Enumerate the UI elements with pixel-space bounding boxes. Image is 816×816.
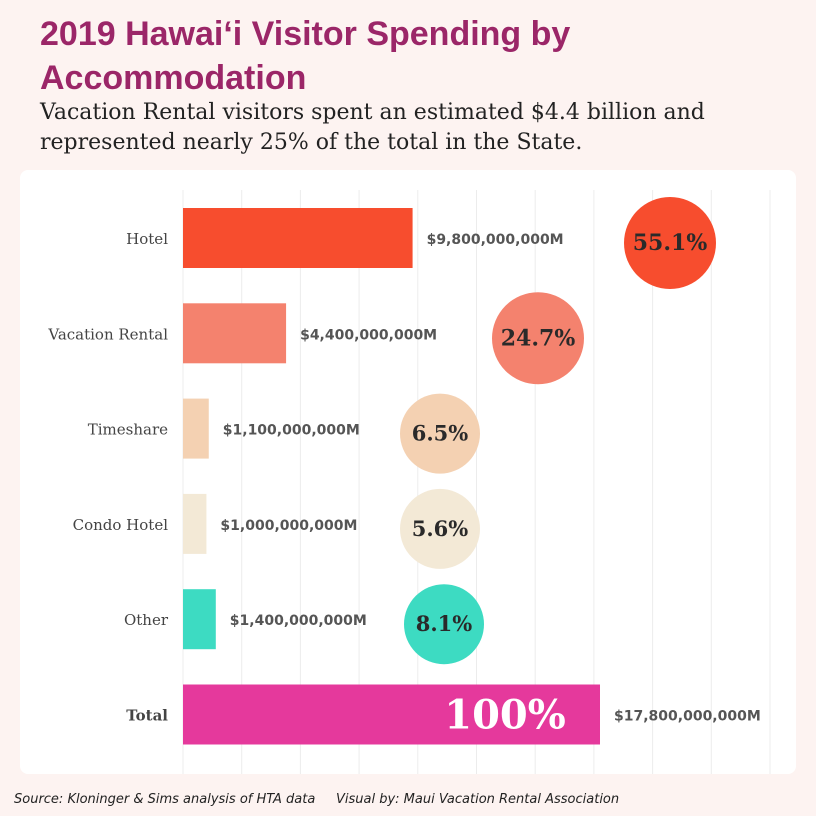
chart-title: 2019 Hawai‘i Visitor Spending by Accommo… <box>40 15 571 97</box>
percent-label: 5.6% <box>412 516 469 541</box>
credit-note: Visual by: Maui Vacation Rental Associat… <box>336 792 620 807</box>
bar-chart: Hotel $9,800,000,000M 55.1% Vacation Rental… <box>47 190 771 774</box>
percent-label: 6.5% <box>412 421 469 446</box>
value-label: $4,400,000,000M <box>300 327 437 343</box>
category-label: Other <box>124 611 169 629</box>
category-label: Timeshare <box>88 421 168 439</box>
category-label: Vacation Rental <box>47 325 168 343</box>
percent-bubble <box>624 197 716 289</box>
percent-bubble <box>404 584 484 665</box>
percent-label: 24.7% <box>501 325 576 351</box>
category-label: Total <box>126 707 168 725</box>
value-label: $1,000,000,000M <box>220 518 357 534</box>
percent-label: 55.1% <box>633 230 708 256</box>
bar <box>183 398 209 459</box>
bar <box>183 303 287 364</box>
category-label: Hotel <box>126 230 168 248</box>
bar <box>183 208 413 268</box>
bar <box>183 684 600 745</box>
percent-bubble <box>400 393 480 474</box>
category-label: Condo Hotel <box>73 516 169 534</box>
value-label: $1,400,000,000M <box>230 613 367 629</box>
percent-bubble <box>400 488 480 569</box>
value-label: $1,100,000,000M <box>223 423 360 439</box>
value-label: $17,800,000,000M <box>614 709 761 725</box>
chart-panel: Hotel $9,800,000,000M 55.1% Vacation Rental… <box>20 170 796 774</box>
bar <box>183 589 216 650</box>
percent-bubble <box>492 292 584 385</box>
percent-label: 100% <box>444 692 566 739</box>
chart-subtitle: Vacation Rental visitors spent an estima… <box>40 100 705 155</box>
bar <box>183 493 207 554</box>
value-label: $9,800,000,000M <box>427 232 564 248</box>
percent-label: 8.1% <box>416 611 473 636</box>
source-note: Source: Kloninger & Sims analysis of HTA… <box>14 792 316 807</box>
